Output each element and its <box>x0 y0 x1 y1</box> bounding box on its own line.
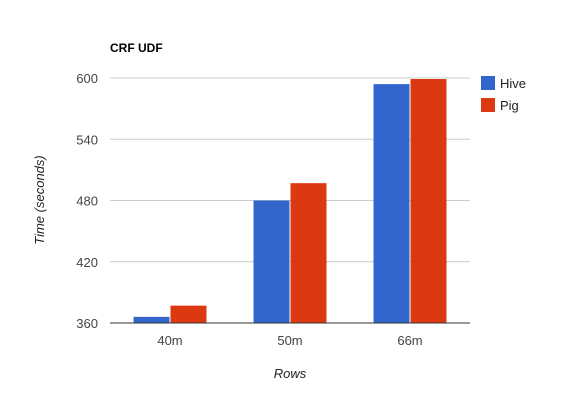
legend-swatch <box>481 76 495 90</box>
y-tick-label: 600 <box>76 71 98 86</box>
legend-swatch <box>481 98 495 112</box>
legend[interactable]: Hive Pig <box>481 76 526 113</box>
y-tick-labels: 360 420 480 540 600 <box>76 71 98 331</box>
bar-hive-66m[interactable] <box>373 84 410 323</box>
y-tick-label: 420 <box>76 255 98 270</box>
x-tick-labels: 40m 50m 66m <box>157 333 422 348</box>
y-axis-title: Time (seconds) <box>32 155 47 244</box>
legend-item-hive[interactable]: Hive <box>481 76 526 91</box>
y-tick-label: 360 <box>76 316 98 331</box>
x-axis-title: Rows <box>274 366 307 381</box>
x-tick-label: 50m <box>277 333 302 348</box>
legend-label: Pig <box>500 98 519 113</box>
legend-label: Hive <box>500 76 526 91</box>
bar-hive-40m[interactable] <box>133 316 170 323</box>
bar-pig-66m[interactable] <box>410 79 447 323</box>
bars <box>133 79 447 324</box>
x-tick-label: 40m <box>157 333 182 348</box>
gridlines <box>110 77 470 263</box>
x-tick-label: 66m <box>397 333 422 348</box>
bar-pig-50m[interactable] <box>290 183 327 323</box>
y-tick-label: 540 <box>76 132 98 147</box>
chart-title: CRF UDF <box>110 41 163 55</box>
bar-pig-40m[interactable] <box>170 305 207 323</box>
legend-item-pig[interactable]: Pig <box>481 98 519 113</box>
bar-hive-50m[interactable] <box>253 200 290 324</box>
y-tick-label: 480 <box>76 194 98 209</box>
